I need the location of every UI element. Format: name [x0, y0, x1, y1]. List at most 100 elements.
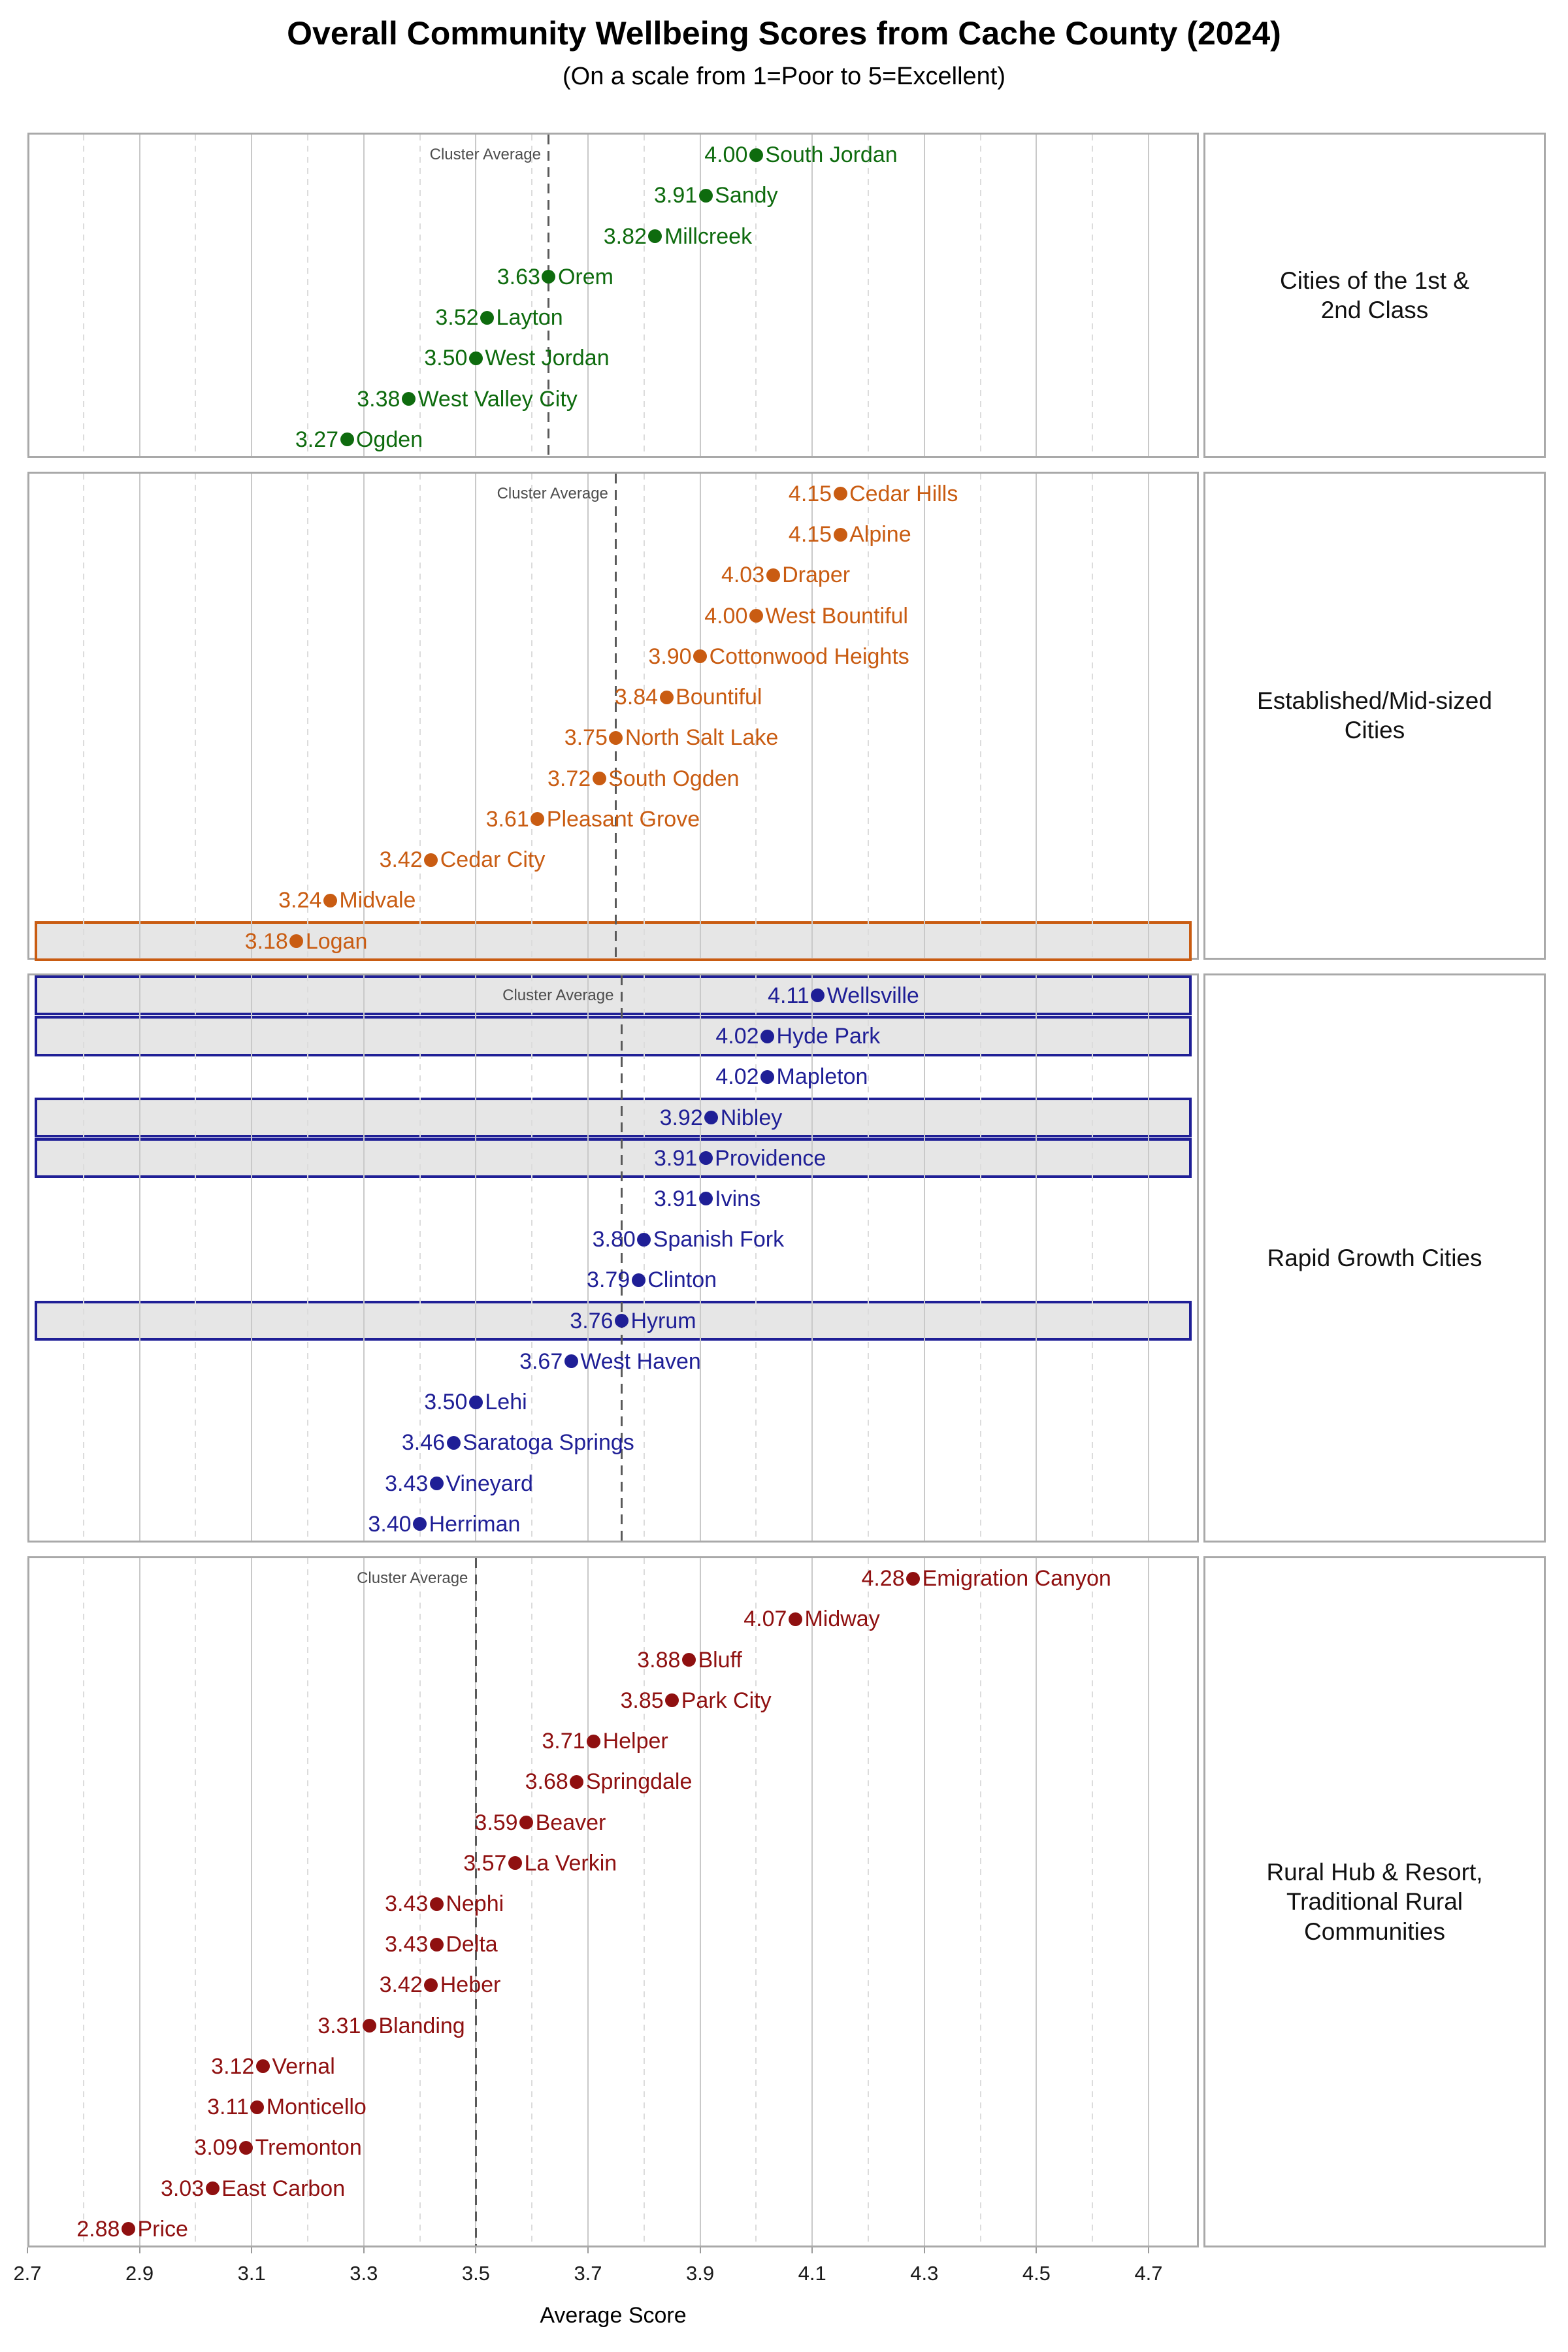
- data-point-row: 3.11 Monticello: [29, 1558, 1197, 2246]
- data-point-row: 3.57 La Verkin: [29, 1558, 1197, 2246]
- gridline-major: [27, 1558, 28, 2246]
- value-label: 3.38: [357, 386, 400, 412]
- axis-tick: [363, 2247, 365, 2253]
- city-label: Vineyard: [446, 1471, 533, 1496]
- value-label: 3.43: [385, 1932, 429, 1957]
- city-label: Draper: [782, 563, 851, 588]
- data-point-row: 4.11 Wellsville: [29, 975, 1197, 1541]
- gridline-major: [1036, 1558, 1037, 2246]
- city-label: Spanish Fork: [653, 1227, 785, 1252]
- data-point-dot: [250, 2100, 265, 2114]
- data-point-row: 3.27 Ogden: [29, 135, 1197, 456]
- city-label: West Haven: [580, 1348, 701, 1374]
- gridline-major: [811, 975, 813, 1541]
- data-point-dot: [255, 2059, 270, 2074]
- city-label: Ogden: [356, 427, 423, 452]
- data-point-dot: [698, 188, 713, 203]
- highlight-box: [35, 1016, 1192, 1056]
- chart-title: Overall Community Wellbeing Scores from …: [287, 15, 1281, 52]
- gridline-major: [587, 135, 589, 456]
- gridline-minor: [1092, 135, 1094, 456]
- value-label: 3.27: [295, 427, 339, 452]
- gridline-major: [363, 975, 365, 1541]
- gridline-minor: [82, 1558, 84, 2246]
- data-point-dot: [760, 1070, 775, 1084]
- value-label: 3.80: [592, 1227, 636, 1252]
- data-point-row: 3.43 Nephi: [29, 1558, 1197, 2246]
- data-point-row: 3.59 Beaver: [29, 1558, 1197, 2246]
- city-label: Clinton: [647, 1267, 717, 1293]
- data-point-row: 4.15 Cedar Hills: [29, 474, 1197, 958]
- axis-tick: [251, 2247, 253, 2253]
- gridline-minor: [979, 135, 981, 456]
- gridline-major: [139, 473, 140, 958]
- cluster-average-label: Cluster Average: [502, 986, 614, 1004]
- data-point-row: 2.88 Price: [29, 1558, 1197, 2246]
- gridline-minor: [531, 975, 533, 1541]
- gridline-minor: [979, 975, 981, 1541]
- gridline-major: [587, 1558, 589, 2246]
- data-point-dot: [659, 690, 674, 704]
- data-point-row: 3.03 East Carbon: [29, 1558, 1197, 2246]
- facet-panel-3: Cluster Average 4.11 Wellsville 4.02 Hyde Pa…: [27, 973, 1199, 1543]
- data-point-dot: [362, 2019, 376, 2033]
- facet-strip-text: Rapid Growth Cities: [1267, 1244, 1482, 1271]
- highlight-box: [35, 1301, 1192, 1341]
- data-point-row: 3.85 Park City: [29, 1558, 1197, 2246]
- value-label: 4.07: [743, 1607, 787, 1632]
- data-point-dot: [766, 568, 780, 582]
- data-point-dot: [480, 310, 495, 325]
- value-label: 3.84: [614, 685, 659, 710]
- value-label: 3.57: [463, 1850, 507, 1876]
- gridline-minor: [868, 975, 869, 1541]
- gridline-major: [699, 135, 701, 456]
- data-point-row: 3.43 Vineyard: [29, 975, 1197, 1541]
- city-label: Orem: [557, 264, 613, 289]
- data-point-row: 4.02 Hyde Park: [29, 975, 1197, 1541]
- axis-tick-label: 4.5: [1022, 2262, 1051, 2285]
- gridline-minor: [195, 135, 197, 456]
- city-label: West Valley City: [417, 386, 578, 412]
- gridline-minor: [531, 473, 533, 958]
- city-label: Helper: [602, 1729, 668, 1754]
- axis-tick: [27, 2247, 28, 2253]
- facet-strip-label-3: Rapid Growth Cities: [1203, 973, 1546, 1543]
- data-point-dot: [570, 1774, 584, 1789]
- gridline-minor: [195, 1558, 197, 2246]
- axis-tick: [811, 2247, 813, 2253]
- axis-tick: [1036, 2247, 1037, 2253]
- gridline-major: [475, 975, 477, 1541]
- facet-strip-text: Established/Mid-sized: [1257, 687, 1492, 715]
- gridline-major: [811, 1558, 813, 2246]
- highlight-box: [35, 1097, 1192, 1138]
- data-point-dot: [564, 1354, 578, 1369]
- gridline-minor: [419, 135, 421, 456]
- data-point-row: 3.82 Millcreek: [29, 135, 1197, 456]
- value-label: 3.50: [424, 346, 468, 371]
- data-point-row: 3.91 Providence: [29, 975, 1197, 1541]
- gridline-minor: [307, 1558, 308, 2246]
- data-point-dot: [681, 1653, 696, 1667]
- city-label: Alpine: [849, 522, 911, 547]
- gridline-major: [587, 473, 589, 958]
- gridline-major: [1036, 473, 1037, 958]
- axis-tick-label: 4.1: [798, 2262, 826, 2285]
- data-point-row: 3.68 Springdale: [29, 1558, 1197, 2246]
- data-point-row: 3.79 Clinton: [29, 975, 1197, 1541]
- data-point-row: 3.12 Vernal: [29, 1558, 1197, 2246]
- data-point-dot: [788, 1612, 802, 1626]
- data-point-row: 3.75 North Salt Lake: [29, 474, 1197, 958]
- city-label: Heber: [440, 1972, 501, 1998]
- value-label: 3.72: [547, 766, 591, 791]
- value-label: 3.52: [435, 305, 479, 331]
- axis-tick-label: 3.1: [237, 2262, 266, 2285]
- gridline-major: [699, 473, 701, 958]
- cluster-average-line: [547, 135, 550, 456]
- gridline-major: [923, 1558, 925, 2246]
- data-point-row: 3.43 Delta: [29, 1558, 1197, 2246]
- gridline-major: [363, 135, 365, 456]
- highlight-box: [35, 975, 1192, 1016]
- highlight-box: [35, 1138, 1192, 1179]
- gridline-minor: [419, 473, 421, 958]
